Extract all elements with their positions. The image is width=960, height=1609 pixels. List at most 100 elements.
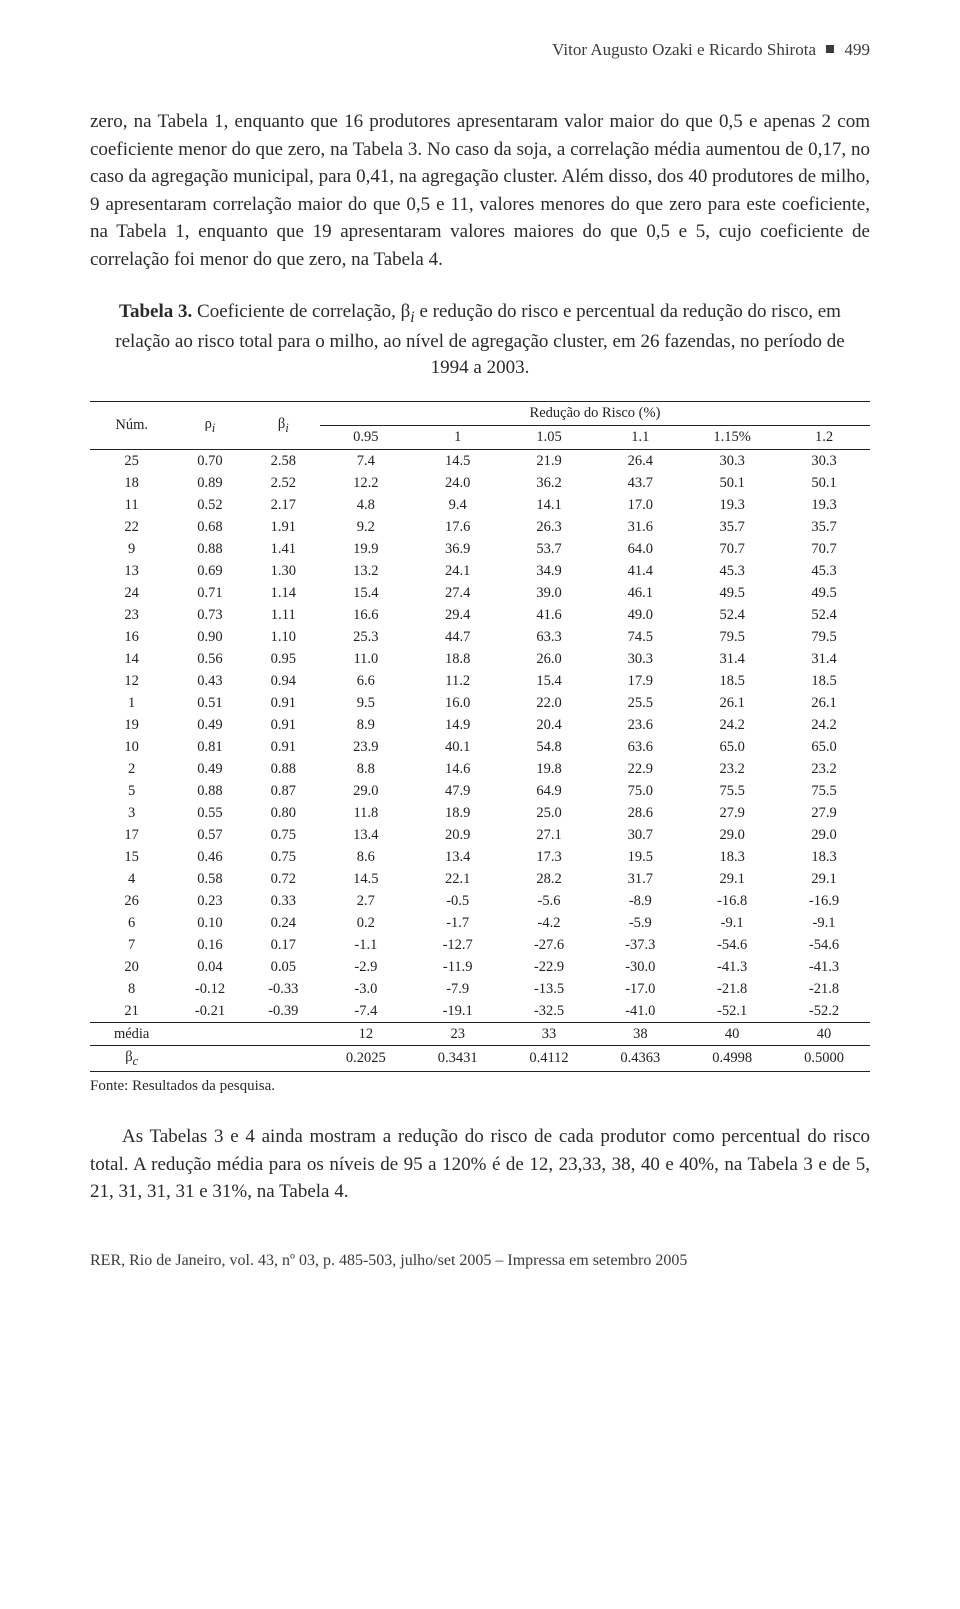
table-cell: -22.9 <box>504 956 595 978</box>
table-cell: 0.05 <box>247 956 320 978</box>
col-beta: βi <box>247 402 320 450</box>
table-cell: 70.7 <box>778 538 870 560</box>
table-cell: 29.1 <box>778 868 870 890</box>
table-cell: 27.1 <box>504 824 595 846</box>
table-cell: 18.3 <box>686 846 778 868</box>
table-row: 10.510.919.516.022.025.526.126.1 <box>90 692 870 714</box>
media-4: 40 <box>686 1023 778 1046</box>
table-cell: 9.2 <box>320 516 412 538</box>
table-cell: 8.9 <box>320 714 412 736</box>
table-cell: -19.1 <box>412 1000 504 1023</box>
footer: RER, Rio de Janeiro, vol. 43, nº 03, p. … <box>90 1252 870 1270</box>
table-cell: 15.4 <box>504 670 595 692</box>
table-row: 190.490.918.914.920.423.624.224.2 <box>90 714 870 736</box>
table-cell: 4.8 <box>320 494 412 516</box>
table-cell: 26.1 <box>778 692 870 714</box>
table-cell: 75.0 <box>594 780 686 802</box>
table-row: 220.681.919.217.626.331.635.735.7 <box>90 516 870 538</box>
table-cell: -3.0 <box>320 978 412 1000</box>
table-cell: 26 <box>90 890 173 912</box>
table-cell: 0.04 <box>173 956 246 978</box>
paragraph-2-text: As Tabelas 3 e 4 ainda mostram a redução… <box>90 1126 870 1202</box>
table-cell: 19.3 <box>686 494 778 516</box>
table-row: 21-0.21-0.39-7.4-19.1-32.5-41.0-52.1-52.… <box>90 1000 870 1023</box>
table-cell: 23.2 <box>686 758 778 780</box>
table-cell: 31.7 <box>594 868 686 890</box>
table-cell: 29.0 <box>320 780 412 802</box>
table-row: 230.731.1116.629.441.649.052.452.4 <box>90 604 870 626</box>
table-cell: -1.7 <box>412 912 504 934</box>
table-cell: 0.49 <box>173 758 246 780</box>
table-row: 60.100.240.2-1.7-4.2-5.9-9.1-9.1 <box>90 912 870 934</box>
table-cell: 12 <box>90 670 173 692</box>
media-1: 23 <box>412 1023 504 1046</box>
table-cell: 0.46 <box>173 846 246 868</box>
table-cell: 21.9 <box>504 450 595 473</box>
table-cell: 75.5 <box>778 780 870 802</box>
table-cell: 0.89 <box>173 472 246 494</box>
table-row: 70.160.17-1.1-12.7-27.6-37.3-54.6-54.6 <box>90 934 870 956</box>
table-cell: 49.0 <box>594 604 686 626</box>
table-cell: -12.7 <box>412 934 504 956</box>
table-cell: 18.9 <box>412 802 504 824</box>
table-cell: -52.1 <box>686 1000 778 1023</box>
table-cell: 0.91 <box>247 736 320 758</box>
table-cell: 19 <box>90 714 173 736</box>
table-cell: 30.3 <box>594 648 686 670</box>
table-cell: 24.2 <box>778 714 870 736</box>
table-cell: 36.2 <box>504 472 595 494</box>
table-cell: 0.91 <box>247 692 320 714</box>
table-cell: 24.0 <box>412 472 504 494</box>
table-cell: 79.5 <box>686 626 778 648</box>
table-cell: 22.1 <box>412 868 504 890</box>
table-cell: 9.5 <box>320 692 412 714</box>
table-cell: 0.91 <box>247 714 320 736</box>
table-cell: -0.39 <box>247 1000 320 1023</box>
table-cell: 75.5 <box>686 780 778 802</box>
table-cell: 18.3 <box>778 846 870 868</box>
table-cell: -27.6 <box>504 934 595 956</box>
table-cell: 14.5 <box>412 450 504 473</box>
page: Vitor Augusto Ozaki e Ricardo Shirota 49… <box>0 0 960 1320</box>
table-cell: 8.6 <box>320 846 412 868</box>
table-cell: 0.43 <box>173 670 246 692</box>
table-cell: 14.9 <box>412 714 504 736</box>
table3-caption-text: Coeficiente de correlação, β <box>192 301 410 322</box>
table-cell: 1.41 <box>247 538 320 560</box>
table-cell: 23.9 <box>320 736 412 758</box>
table-cell: 30.3 <box>686 450 778 473</box>
media-2: 33 <box>504 1023 595 1046</box>
table-cell: 8.8 <box>320 758 412 780</box>
table-cell: 9.4 <box>412 494 504 516</box>
table-cell: 7.4 <box>320 450 412 473</box>
table-cell: 3 <box>90 802 173 824</box>
table-cell: 13.4 <box>320 824 412 846</box>
paragraph-1: zero, na Tabela 1, enquanto que 16 produ… <box>90 108 870 273</box>
table-cell: 26.4 <box>594 450 686 473</box>
table-cell: 20.9 <box>412 824 504 846</box>
table-cell: 0.16 <box>173 934 246 956</box>
betac-0: 0.2025 <box>320 1046 412 1072</box>
table-cell: 41.6 <box>504 604 595 626</box>
table-cell: 47.9 <box>412 780 504 802</box>
table-cell: 54.8 <box>504 736 595 758</box>
betac-label: βc <box>90 1046 173 1072</box>
table-cell: 50.1 <box>686 472 778 494</box>
table-cell: 0.94 <box>247 670 320 692</box>
table-cell: 10 <box>90 736 173 758</box>
table-row: 260.230.332.7-0.5-5.6-8.9-16.8-16.9 <box>90 890 870 912</box>
table-cell: 0.75 <box>247 824 320 846</box>
table-cell: 0.72 <box>247 868 320 890</box>
table-row: 250.702.587.414.521.926.430.330.3 <box>90 450 870 473</box>
table-cell: 0.88 <box>247 758 320 780</box>
table-cell: 14.6 <box>412 758 504 780</box>
table-cell: 64.9 <box>504 780 595 802</box>
table-cell: 39.0 <box>504 582 595 604</box>
media-label: média <box>90 1023 173 1046</box>
table-row: 180.892.5212.224.036.243.750.150.1 <box>90 472 870 494</box>
table-cell: 53.7 <box>504 538 595 560</box>
table-cell: 0.69 <box>173 560 246 582</box>
table-cell: 0.52 <box>173 494 246 516</box>
table-row: 8-0.12-0.33-3.0-7.9-13.5-17.0-21.8-21.8 <box>90 978 870 1000</box>
table-cell: 27.9 <box>778 802 870 824</box>
